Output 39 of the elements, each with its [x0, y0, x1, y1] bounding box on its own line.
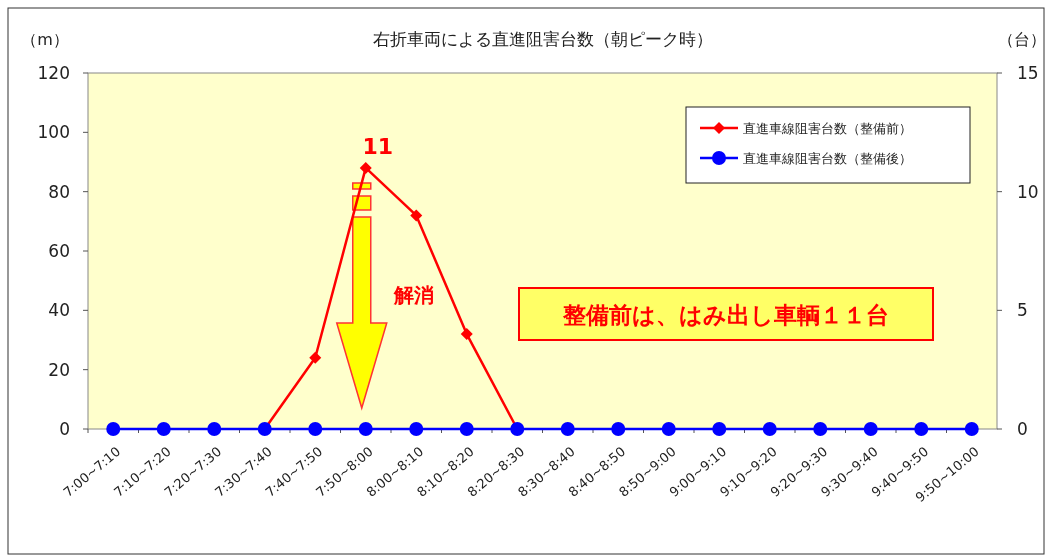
y-tick-label: 0: [59, 419, 70, 439]
y-axis-title: （m）: [21, 30, 69, 49]
annotation: 整備前は、はみ出し車輌１１台: [562, 302, 889, 328]
point: [309, 351, 322, 364]
point: [863, 422, 878, 436]
y-tick-label: 100: [37, 122, 70, 143]
y-tick-label: 80: [48, 181, 70, 202]
legend-label: 直進車線阻害台数（整備後）: [743, 151, 912, 166]
point: [106, 422, 121, 436]
point: [156, 422, 171, 436]
data-label: 11: [362, 133, 394, 159]
point: [410, 209, 423, 222]
y-tick-label: 60: [48, 241, 70, 261]
point: [207, 422, 222, 436]
point: [359, 161, 372, 174]
point: [409, 422, 424, 436]
y2-tick-label: 15: [1017, 63, 1039, 83]
point: [914, 422, 929, 436]
point: [308, 422, 323, 436]
annotation: 解消: [392, 283, 434, 307]
y2-tick-label: 10: [1017, 181, 1039, 202]
y-tick-label: 40: [48, 300, 70, 321]
y2-axis-title: （台）: [998, 30, 1046, 49]
y2-tick-label: 5: [1017, 300, 1028, 321]
y-tick-label: 120: [37, 63, 70, 83]
point: [460, 328, 473, 341]
point: [560, 422, 575, 436]
point: [712, 422, 727, 436]
point: [661, 422, 676, 436]
point: [813, 422, 828, 436]
point: [459, 422, 474, 436]
point: [358, 422, 373, 436]
point: [611, 422, 626, 436]
chart-title: 右折車両による直進阻害台数（朝ピーク時）: [372, 29, 713, 49]
y-tick-label: 20: [48, 359, 70, 380]
y2-tick-label: 0: [1017, 419, 1028, 439]
point: [964, 422, 979, 436]
legend-label: 直進車線阻害台数（整備前）: [743, 121, 912, 136]
point: [762, 422, 777, 436]
